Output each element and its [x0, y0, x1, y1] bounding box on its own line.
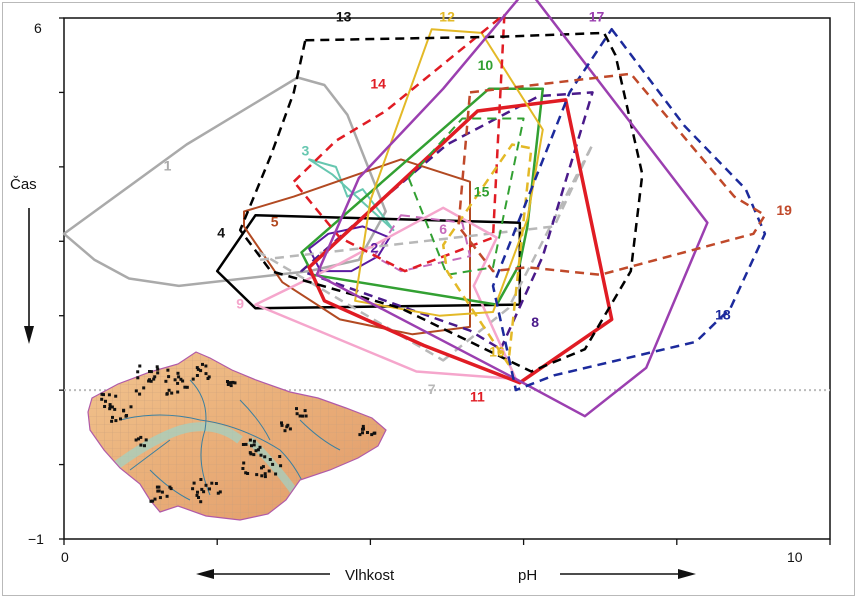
polygon-15: [407, 117, 525, 276]
polygon-label-7: 7: [428, 381, 436, 397]
x-axis-label-right: pH: [518, 567, 537, 584]
polygon-label-8: 8: [531, 314, 539, 330]
polygon-label-16: 16: [489, 344, 505, 360]
y-axis-arrow: [24, 208, 34, 344]
polygon-label-11: 11: [470, 388, 485, 404]
polygon-label-9: 9: [236, 295, 244, 311]
polygon-3: [308, 158, 395, 232]
czech-republic-map: [87, 351, 387, 521]
polygon-16: [441, 143, 533, 366]
polygon-12: [354, 28, 544, 317]
polygon-label-3: 3: [302, 143, 310, 159]
polygon-11: [307, 98, 614, 385]
polygon-label-5: 5: [271, 213, 279, 229]
polygon-10: [300, 87, 545, 306]
x-axis-arrow-right: [560, 569, 696, 579]
polygon-label-12: 12: [439, 9, 455, 25]
x-tick-label-max: 10: [787, 549, 803, 565]
y-tick-label-min: −1: [28, 531, 44, 547]
y-axis-label: Čas: [10, 176, 37, 193]
polygon-label-19: 19: [776, 202, 792, 218]
polygon-14: [292, 13, 506, 273]
y-tick-label-max: 6: [34, 20, 42, 36]
polygon-label-17: 17: [589, 9, 605, 25]
plot-area-border: [63, 17, 831, 540]
polygon-19: [457, 72, 767, 277]
polygon-label-15: 15: [474, 184, 490, 200]
polygon-6: [373, 214, 471, 273]
polygon-label-4: 4: [217, 225, 225, 241]
polygon-1: [62, 76, 387, 288]
polygon-label-1: 1: [164, 158, 172, 174]
polygon-label-13: 13: [336, 9, 352, 25]
x-tick-label-min: 0: [61, 549, 69, 565]
polygon-label-14: 14: [370, 76, 386, 92]
polygon-label-2: 2: [370, 239, 378, 255]
x-axis-arrow-left: [196, 569, 330, 579]
polygon-13: [238, 31, 644, 373]
x-axis-ticks: [63, 539, 831, 545]
polygon-label-18: 18: [715, 306, 731, 322]
y-axis-ticks: [59, 17, 64, 540]
polygon-layer: [62, 0, 767, 418]
polygon-label-6: 6: [439, 221, 447, 237]
polygon-9: [254, 206, 518, 381]
x-axis-label-left: Vlhkost: [345, 567, 395, 584]
polygon-17: [315, 0, 709, 418]
polygon-label-10: 10: [478, 57, 494, 73]
polygon-18: [491, 27, 767, 392]
polygon-7: [258, 143, 594, 362]
